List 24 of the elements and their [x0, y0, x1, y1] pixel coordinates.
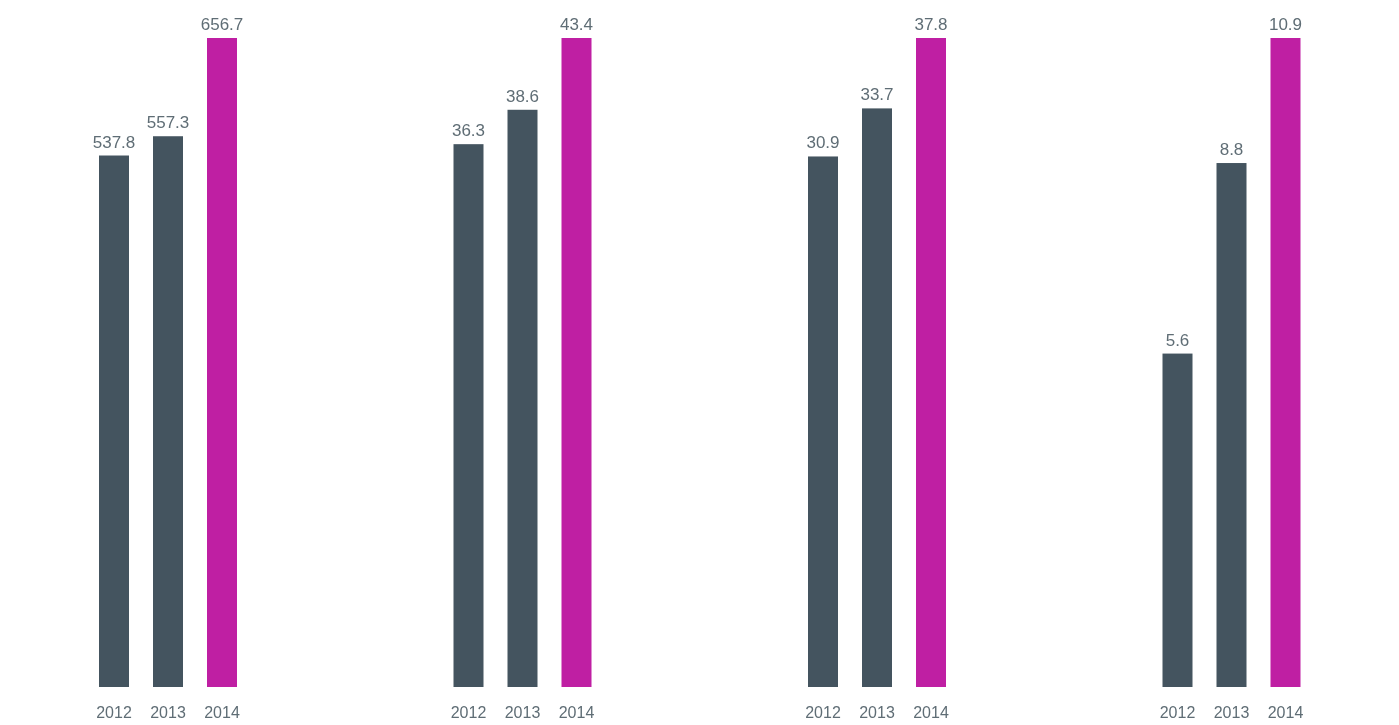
data-label: 8.8	[1219, 140, 1244, 160]
x-tick-label: 2014	[1267, 704, 1304, 721]
x-tick-label: 2014	[913, 704, 949, 721]
x-tick-label: 2012	[1159, 704, 1196, 721]
x-tick-label: 2014	[558, 704, 595, 721]
x-tick-label: 2013	[150, 704, 186, 721]
x-tick-label: 2012	[96, 704, 132, 721]
data-label: 38.6	[505, 86, 540, 106]
x-tick-label: 2013	[504, 704, 541, 721]
data-label: 557.3	[146, 113, 190, 133]
data-label: 30.9	[806, 133, 840, 153]
data-label: 43.4	[559, 15, 594, 34]
x-tick-label: 2013	[859, 704, 895, 721]
x-tick-label: 2014	[204, 704, 240, 721]
data-label: 36.3	[451, 121, 486, 141]
data-label: 537.8	[92, 132, 136, 152]
data-label: 33.7	[860, 85, 894, 105]
data-label: 5.6	[1165, 330, 1190, 350]
data-label: 656.7	[200, 15, 244, 34]
x-tick-label: 2012	[805, 704, 841, 721]
data-label: 10.9	[1268, 15, 1303, 34]
x-tick-label: 2013	[1213, 704, 1250, 721]
data-label: 37.8	[914, 15, 948, 34]
x-tick-label: 2012	[450, 704, 487, 721]
